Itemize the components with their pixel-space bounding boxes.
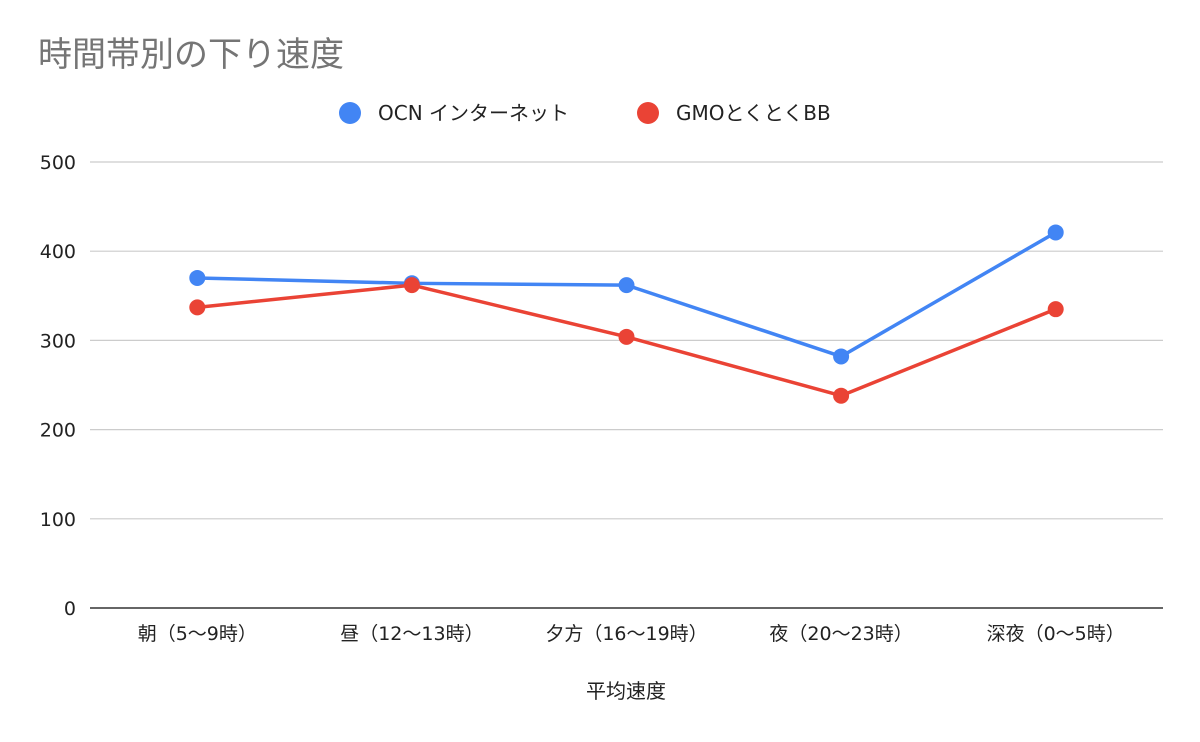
x-axis-label: 平均速度 [586,679,666,703]
y-tick-label: 400 [40,241,76,263]
legend-label-1: GMOとくとくBB [676,101,831,125]
data-point-1-2 [618,328,635,345]
legend-marker-0 [339,102,361,124]
x-tick-label: 朝（5〜9時） [138,623,257,645]
data-point-1-3 [833,387,850,404]
data-point-0-3 [833,348,850,365]
chart-title: 時間帯別の下り速度 [38,35,344,75]
data-point-1-4 [1047,301,1064,318]
y-tick-label: 500 [40,152,76,174]
legend-marker-1 [637,102,659,124]
data-point-0-0 [189,269,206,286]
data-point-1-1 [403,277,420,294]
y-tick-label: 100 [40,509,76,531]
data-point-0-2 [618,277,635,294]
x-axis: 朝（5〜9時） 昼（12〜13時） 夕方（16〜19時） 夜（20〜23時） 深夜（0〜… [138,623,1125,645]
y-axis: 0 100 200 300 400 500 [40,152,76,620]
x-tick-label: 深夜（0〜5時） [987,623,1125,645]
x-tick-label: 夕方（16〜19時） [545,623,707,645]
legend: OCN インターネット GMOとくとくBB [339,101,831,125]
y-tick-label: 300 [40,330,76,352]
y-tick-label: 0 [64,598,76,620]
gridlines [90,161,1163,609]
data-point-0-4 [1047,224,1064,241]
x-tick-label: 夜（20〜23時） [769,623,912,645]
y-tick-label: 200 [40,420,76,442]
x-tick-label: 昼（12〜13時） [340,623,483,645]
series-group [189,224,1064,404]
data-point-1-0 [189,299,206,316]
legend-label-0: OCN インターネット [378,101,569,125]
